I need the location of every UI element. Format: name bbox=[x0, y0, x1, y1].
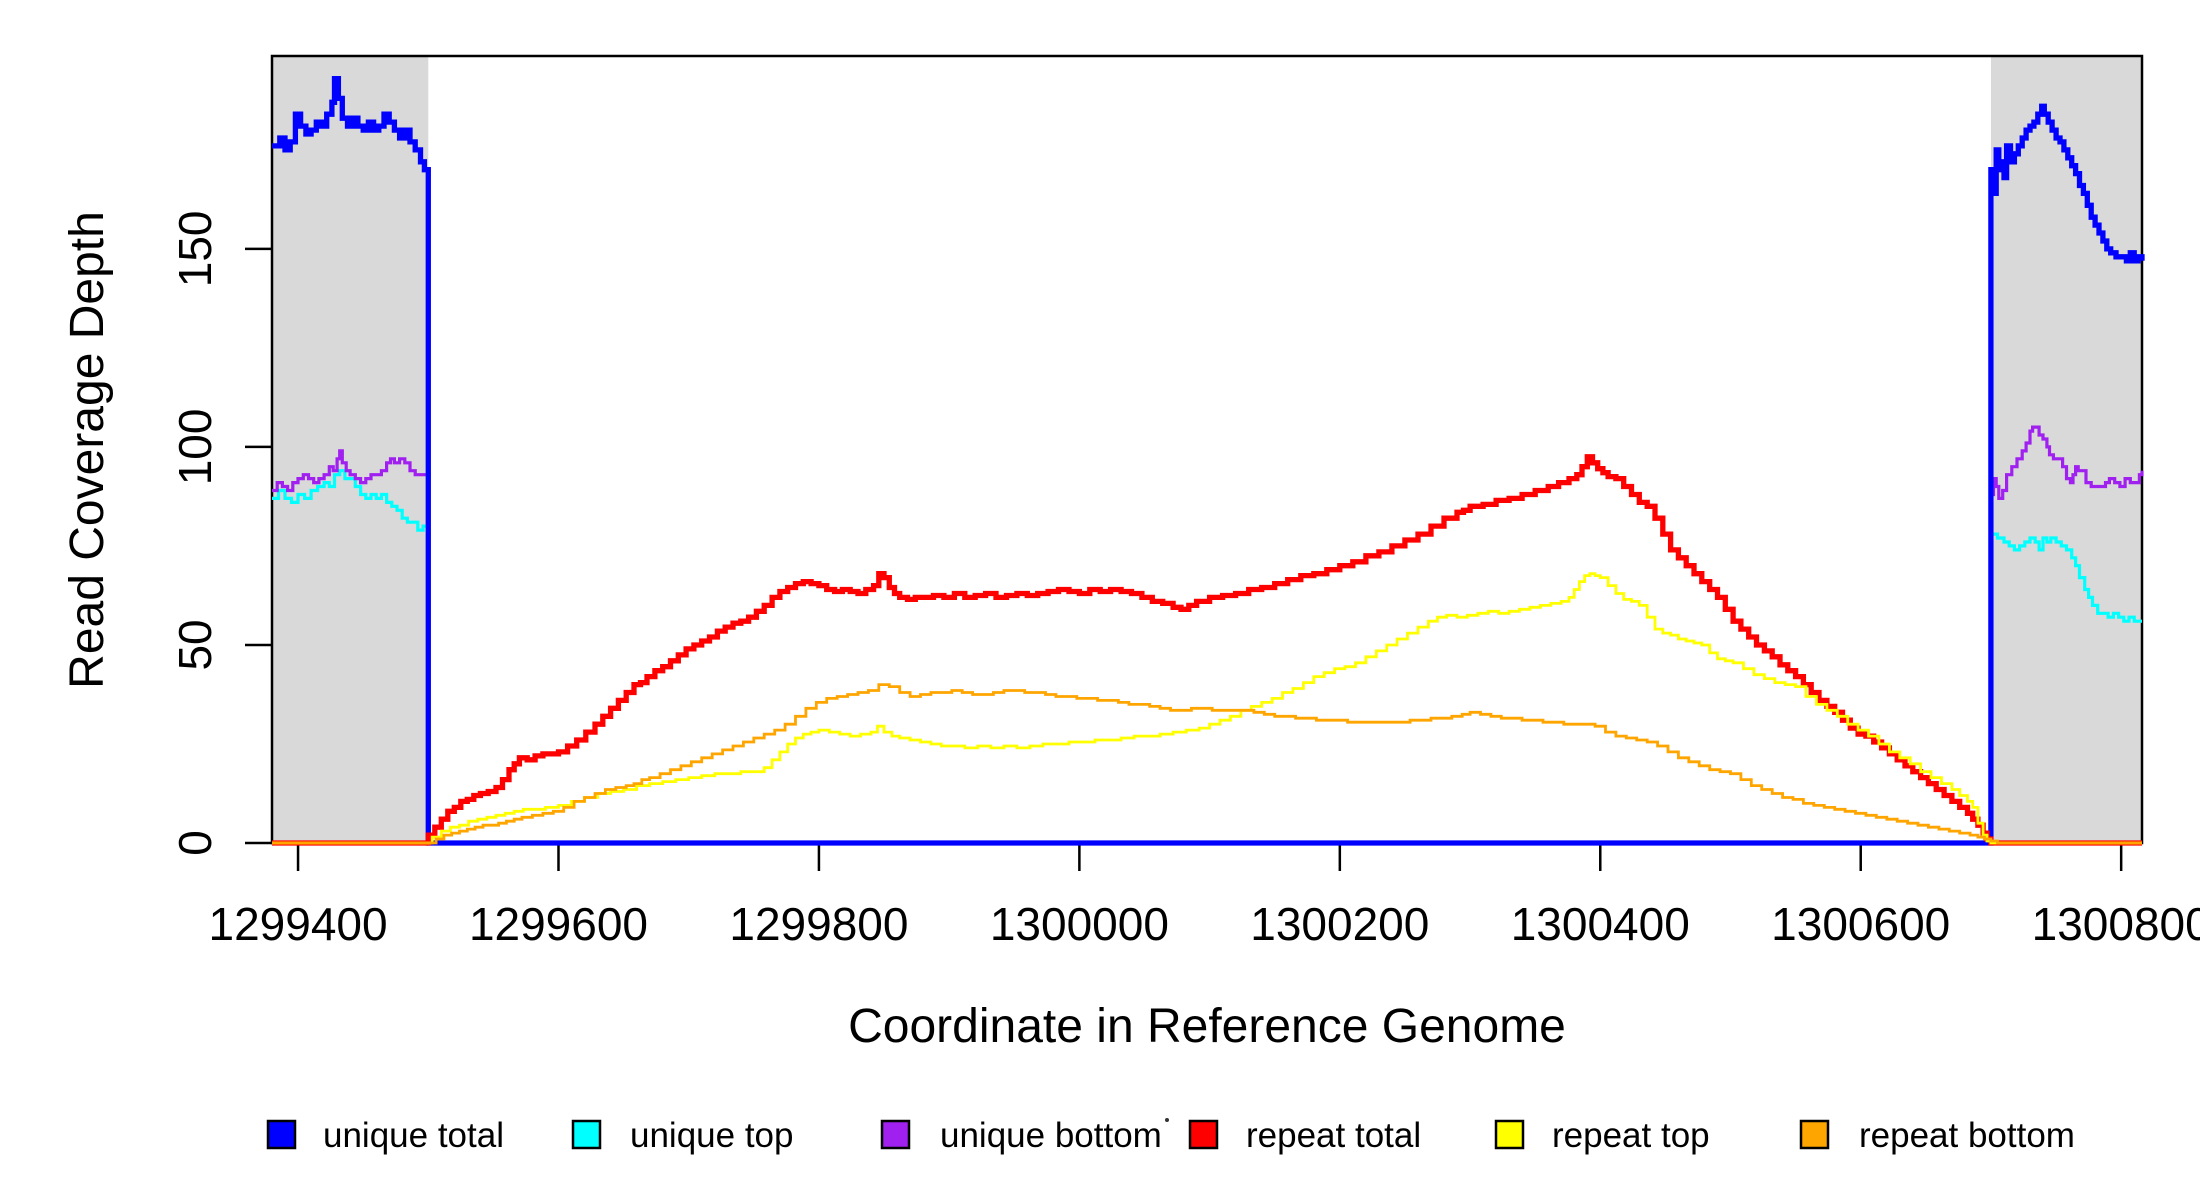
x-tick-label: 1300200 bbox=[1250, 898, 1429, 950]
series-lines bbox=[272, 75, 2145, 846]
x-tick-label: 1300800 bbox=[2032, 898, 2200, 950]
repeat-top-swatch-icon bbox=[1494, 1119, 1525, 1150]
x-tick-label: 1299400 bbox=[208, 898, 387, 950]
repeat-total-swatch-icon bbox=[1188, 1119, 1219, 1150]
legend-item-unique-total: unique total bbox=[266, 1116, 504, 1155]
x-tick-label: 1299600 bbox=[469, 898, 648, 950]
legend-item-repeat-bottom: repeat bottom bbox=[1799, 1116, 2075, 1155]
series-line-repeat-top bbox=[272, 572, 2142, 845]
x-tick-label: 1300000 bbox=[990, 898, 1169, 950]
stray-dot bbox=[1165, 1118, 1169, 1122]
legend-item-unique-top: unique top bbox=[571, 1116, 793, 1155]
series-line-unique-total bbox=[272, 75, 2145, 846]
repeat-bottom-swatch-icon bbox=[1799, 1119, 1830, 1150]
legend: unique total unique top unique bottom re… bbox=[266, 1116, 2075, 1155]
legend-label: unique top bbox=[630, 1116, 793, 1155]
unique-top-swatch-icon bbox=[571, 1119, 602, 1150]
y-axis-title: Read Coverage Depth bbox=[61, 211, 114, 689]
legend-item-unique-bottom: unique bottom bbox=[880, 1116, 1162, 1155]
legend-label: unique total bbox=[323, 1116, 504, 1155]
plot-box bbox=[270, 54, 2144, 845]
series-line-unique-top bbox=[272, 469, 2142, 845]
legend-label: repeat top bbox=[1552, 1116, 1710, 1155]
series-line-unique-bottom bbox=[272, 425, 2144, 845]
y-tick-label: 100 bbox=[169, 409, 221, 486]
y-tick-label: 0 bbox=[169, 830, 221, 856]
x-tick-label: 1300600 bbox=[1771, 898, 1950, 950]
highlight-regions bbox=[272, 56, 2142, 843]
y-tick-label: 150 bbox=[169, 211, 221, 288]
legend-item-repeat-top: repeat top bbox=[1494, 1116, 1710, 1155]
axes: 1299400 1299600 1299800 1300000 1300200 13004… bbox=[169, 211, 2200, 950]
shaded-region-left-flank bbox=[272, 56, 429, 843]
unique-bottom-swatch-icon bbox=[880, 1119, 911, 1150]
x-tick-label: 1299800 bbox=[729, 898, 908, 950]
unique-total-swatch-icon bbox=[266, 1119, 297, 1150]
legend-item-repeat-total: repeat total bbox=[1188, 1116, 1421, 1155]
series-line-repeat-bottom bbox=[272, 683, 2142, 845]
legend-label: unique bottom bbox=[940, 1116, 1162, 1155]
x-axis-title: Coordinate in Reference Genome bbox=[848, 1000, 1566, 1053]
legend-label: repeat bottom bbox=[1859, 1116, 2075, 1155]
series-line-repeat-total bbox=[272, 454, 2142, 846]
legend-label: repeat total bbox=[1246, 1116, 1421, 1155]
y-tick-label: 50 bbox=[169, 619, 221, 670]
x-tick-label: 1300400 bbox=[1511, 898, 1690, 950]
shaded-region-right-flank bbox=[1990, 56, 2142, 843]
